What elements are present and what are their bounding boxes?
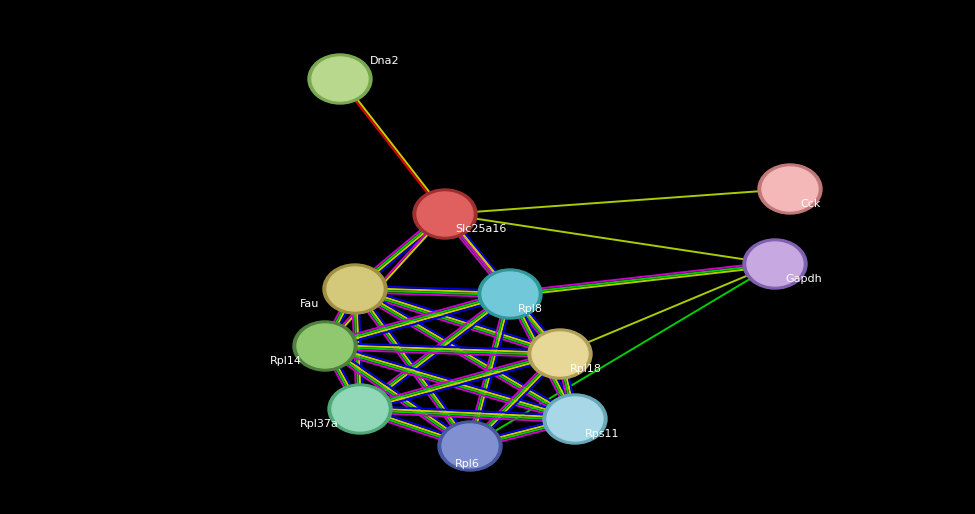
Text: Rpl37a: Rpl37a bbox=[300, 419, 339, 429]
Text: Gapdh: Gapdh bbox=[785, 274, 822, 284]
Ellipse shape bbox=[332, 387, 388, 431]
Text: Rpl8: Rpl8 bbox=[518, 304, 543, 314]
Ellipse shape bbox=[532, 332, 588, 376]
Ellipse shape bbox=[328, 384, 392, 434]
Ellipse shape bbox=[528, 329, 592, 379]
Ellipse shape bbox=[293, 321, 357, 371]
Ellipse shape bbox=[308, 54, 372, 104]
Text: Rpl14: Rpl14 bbox=[270, 356, 302, 366]
Text: Rpl18: Rpl18 bbox=[570, 364, 602, 374]
Text: Cck: Cck bbox=[800, 199, 820, 209]
Text: Rpl6: Rpl6 bbox=[455, 459, 480, 469]
Ellipse shape bbox=[323, 264, 387, 314]
Ellipse shape bbox=[297, 324, 353, 368]
Ellipse shape bbox=[417, 192, 473, 236]
Ellipse shape bbox=[743, 239, 807, 289]
Ellipse shape bbox=[438, 421, 502, 471]
Ellipse shape bbox=[482, 272, 538, 316]
Ellipse shape bbox=[758, 164, 822, 214]
Ellipse shape bbox=[312, 57, 368, 101]
Ellipse shape bbox=[413, 189, 477, 239]
Ellipse shape bbox=[747, 242, 803, 286]
Ellipse shape bbox=[762, 167, 818, 211]
Ellipse shape bbox=[543, 394, 607, 444]
Ellipse shape bbox=[547, 397, 603, 441]
Ellipse shape bbox=[442, 424, 498, 468]
Ellipse shape bbox=[478, 269, 542, 319]
Text: Dna2: Dna2 bbox=[370, 56, 400, 66]
Text: Rps11: Rps11 bbox=[585, 429, 619, 439]
Ellipse shape bbox=[327, 267, 383, 311]
Text: Slc25a16: Slc25a16 bbox=[455, 224, 506, 234]
Text: Fau: Fau bbox=[300, 299, 320, 309]
